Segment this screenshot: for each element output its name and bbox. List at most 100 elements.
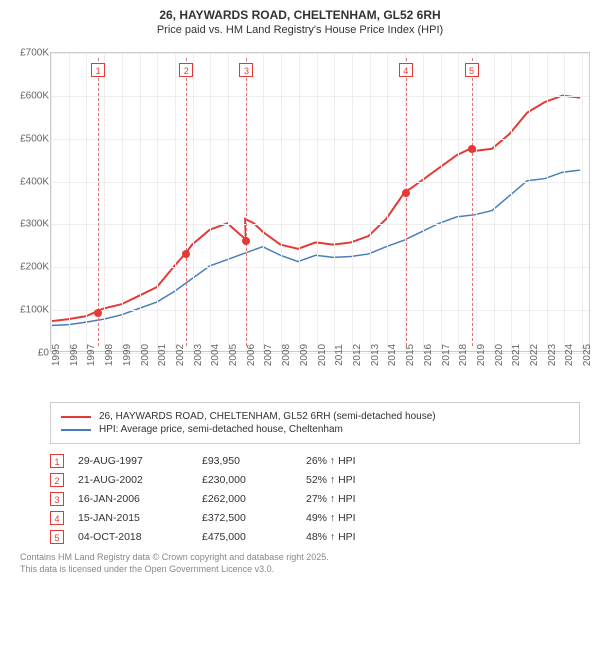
gridline-vertical: [582, 53, 583, 351]
transaction-badge: 4: [50, 511, 64, 525]
series-hpi: [51, 170, 580, 325]
gridline-vertical: [370, 53, 371, 351]
x-axis-label: 2009: [299, 344, 310, 366]
transaction-price: £262,000: [202, 493, 292, 505]
x-axis-label: 2018: [458, 344, 469, 366]
x-axis-label: 2022: [529, 344, 540, 366]
marker-dot: [468, 145, 476, 153]
marker-line: [472, 58, 473, 346]
x-axis-label: 2012: [352, 344, 363, 366]
marker-badge: 3: [239, 63, 253, 77]
transaction-badge: 5: [50, 530, 64, 544]
gridline-vertical: [441, 53, 442, 351]
legend-swatch: [61, 429, 91, 431]
x-axis-label: 2015: [405, 344, 416, 366]
chart-area: £0£100K£200K£300K£400K£500K£600K£700K199…: [10, 44, 590, 394]
y-axis-label: £0: [38, 348, 49, 359]
gridline-vertical: [193, 53, 194, 351]
x-axis-label: 2004: [210, 344, 221, 366]
gridline-horizontal: [51, 139, 589, 140]
transaction-diff: 27% ↑ HPI: [306, 493, 396, 505]
marker-dot: [182, 250, 190, 258]
chart-title: 26, HAYWARDS ROAD, CHELTENHAM, GL52 6RH: [10, 8, 590, 22]
gridline-vertical: [51, 53, 52, 351]
marker-badge: 5: [465, 63, 479, 77]
gridline-vertical: [228, 53, 229, 351]
y-axis-label: £400K: [20, 176, 49, 187]
x-axis-label: 2001: [157, 344, 168, 366]
gridline-vertical: [564, 53, 565, 351]
legend-item: 26, HAYWARDS ROAD, CHELTENHAM, GL52 6RH …: [61, 411, 569, 422]
gridline-vertical: [69, 53, 70, 351]
gridline-vertical: [334, 53, 335, 351]
x-axis-label: 1996: [69, 344, 80, 366]
legend: 26, HAYWARDS ROAD, CHELTENHAM, GL52 6RH …: [50, 402, 580, 444]
x-axis-label: 2019: [476, 344, 487, 366]
x-axis-label: 1997: [86, 344, 97, 366]
transaction-row: 504-OCT-2018£475,00048% ↑ HPI: [50, 530, 580, 544]
x-axis-label: 2021: [511, 344, 522, 366]
legend-label: 26, HAYWARDS ROAD, CHELTENHAM, GL52 6RH …: [99, 411, 436, 422]
y-axis-label: £500K: [20, 133, 49, 144]
y-axis-label: £100K: [20, 305, 49, 316]
y-axis-label: £600K: [20, 90, 49, 101]
transaction-date: 04-OCT-2018: [78, 531, 188, 543]
gridline-horizontal: [51, 310, 589, 311]
x-axis-label: 2016: [423, 344, 434, 366]
gridline-vertical: [86, 53, 87, 351]
y-axis-label: £300K: [20, 219, 49, 230]
gridline-vertical: [122, 53, 123, 351]
gridline-vertical: [387, 53, 388, 351]
x-axis-label: 2013: [370, 344, 381, 366]
transaction-row: 3 16-JAN-2006 £262,000 27% ↑ HPI: [50, 492, 580, 506]
gridline-vertical: [140, 53, 141, 351]
gridline-vertical: [104, 53, 105, 351]
marker-badge: 2: [179, 63, 193, 77]
series-price_paid: [51, 96, 580, 322]
marker-dot: [94, 309, 102, 317]
gridline-vertical: [210, 53, 211, 351]
transaction-diff: 52% ↑ HPI: [306, 474, 396, 486]
gridline-vertical: [175, 53, 176, 351]
gridline-vertical: [529, 53, 530, 351]
x-axis-label: 2002: [175, 344, 186, 366]
x-axis-label: 2005: [228, 344, 239, 366]
marker-line: [406, 58, 407, 346]
chart-container: 26, HAYWARDS ROAD, CHELTENHAM, GL52 6RH …: [0, 0, 600, 583]
footer-attribution: Contains HM Land Registry data © Crown c…: [20, 552, 580, 575]
x-axis-label: 2003: [193, 344, 204, 366]
gridline-vertical: [476, 53, 477, 351]
transaction-price: £230,000: [202, 474, 292, 486]
x-axis-label: 2017: [441, 344, 452, 366]
x-axis-label: 1998: [104, 344, 115, 366]
x-axis-label: 2000: [140, 344, 151, 366]
transaction-row: 129-AUG-1997£93,95026% ↑ HPI: [50, 454, 580, 468]
x-axis-label: 2025: [582, 344, 593, 366]
gridline-vertical: [263, 53, 264, 351]
transaction-row: 221-AUG-2002£230,00052% ↑ HPI: [50, 473, 580, 487]
x-axis-label: 2024: [564, 344, 575, 366]
transaction-date: 21-AUG-2002: [78, 474, 188, 486]
x-axis-label: 1995: [51, 344, 62, 366]
x-axis-label: 2011: [334, 344, 345, 366]
marker-line: [98, 58, 99, 346]
y-axis-label: £700K: [20, 48, 49, 59]
marker-badge: 4: [399, 63, 413, 77]
transaction-diff: 48% ↑ HPI: [306, 531, 396, 543]
transaction-price: £93,950: [202, 455, 292, 467]
legend-item: HPI: Average price, semi-detached house,…: [61, 424, 569, 435]
gridline-horizontal: [51, 182, 589, 183]
marker-line: [246, 58, 247, 346]
x-axis-label: 2023: [547, 344, 558, 366]
transaction-date: 16-JAN-2006: [78, 493, 188, 505]
gridline-vertical: [458, 53, 459, 351]
transaction-badge: 3: [50, 492, 64, 506]
marker-badge: 1: [91, 63, 105, 77]
gridline-vertical: [423, 53, 424, 351]
gridline-vertical: [511, 53, 512, 351]
legend-swatch: [61, 416, 91, 418]
marker-line: [186, 58, 187, 346]
x-axis-label: 2010: [317, 344, 328, 366]
line-series-svg: [51, 53, 589, 351]
footer-line-2: This data is licensed under the Open Gov…: [20, 564, 580, 576]
